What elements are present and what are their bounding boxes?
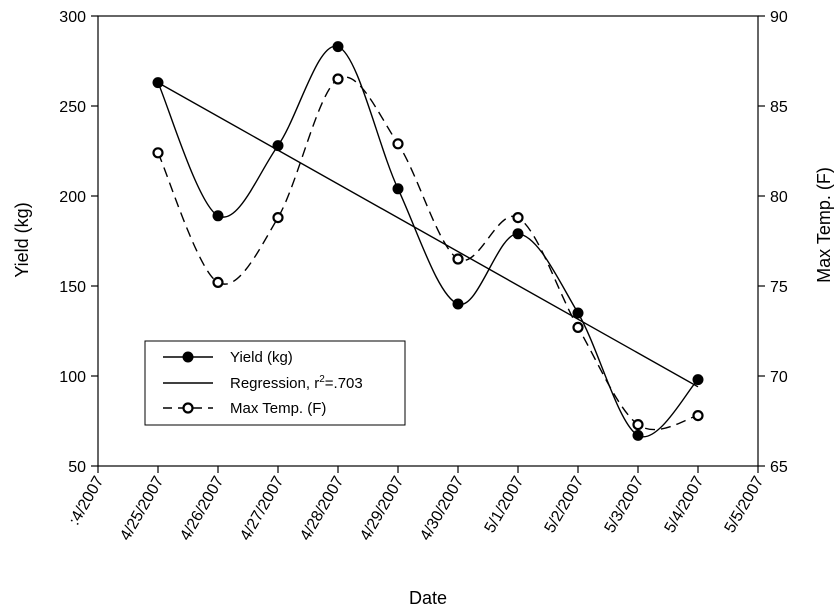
yield-point — [212, 210, 224, 222]
y-left-tick-label: 300 — [59, 9, 86, 26]
x-axis-title: Date — [409, 588, 447, 608]
x-tick-label: 5/1/2007 — [482, 473, 528, 536]
yield-series-line — [157, 45, 699, 438]
legend-regression-label-tail: =.703 — [325, 375, 363, 392]
x-tick-label: 5/2/2007 — [542, 473, 588, 536]
y-right-tick-label: 70 — [770, 369, 788, 386]
left-axis-ticks: 50 100 150 200 250 300 — [59, 9, 98, 476]
y-right-tick-label: 75 — [770, 279, 788, 296]
legend-yield-label: Yield (kg) — [230, 349, 293, 366]
yield-point — [452, 298, 464, 310]
y-left-axis-title: Yield (kg) — [12, 202, 32, 277]
y-left-tick-label: 100 — [59, 369, 86, 386]
temp-point — [152, 147, 164, 159]
x-tick-label: :4/2007 — [66, 473, 107, 528]
temp-point — [632, 419, 644, 431]
y-left-tick-label: 150 — [59, 279, 86, 296]
temp-point — [272, 212, 284, 224]
legend-regression-label-main: Regression, r — [230, 375, 319, 392]
y-left-tick-label: 50 — [68, 459, 86, 476]
x-tick-label: 4/25/2007 — [117, 473, 167, 543]
yield-point — [512, 228, 524, 240]
x-tick-label: 4/28/2007 — [297, 473, 347, 543]
temp-series-line — [157, 76, 699, 431]
x-tick-label: 4/30/2007 — [417, 473, 467, 543]
legend-yield-marker — [182, 351, 194, 363]
legend-temp-label: Max Temp. (F) — [230, 400, 326, 417]
regression-line — [157, 81, 699, 388]
yield-point — [692, 374, 704, 386]
plot-frame — [97, 15, 759, 467]
x-axis-ticks: :4/2007 4/25/2007 4/26/2007 4/27/2007 4/28/2… — [66, 466, 768, 544]
legend: Yield (kg) Regression, r2=.703 Max Temp.… — [144, 340, 406, 426]
yield-point — [152, 77, 164, 89]
temp-point — [512, 212, 524, 224]
y-left-tick-label: 250 — [59, 99, 86, 116]
legend-regression-label: Regression, r2=.703 — [230, 374, 363, 392]
y-right-tick-label: 65 — [770, 459, 788, 476]
temp-point — [212, 276, 224, 288]
y-left-tick-label: 200 — [59, 189, 86, 206]
right-axis-ticks: 65 70 75 80 85 90 — [758, 9, 788, 476]
y-right-tick-label: 90 — [770, 9, 788, 26]
x-tick-label: 5/3/2007 — [602, 473, 648, 536]
temp-point — [572, 321, 584, 333]
yield-point — [332, 41, 344, 53]
legend-temp-marker — [182, 402, 194, 414]
y-right-tick-label: 85 — [770, 99, 788, 116]
temp-point — [692, 410, 704, 422]
temp-point — [392, 138, 404, 150]
x-tick-label: 4/26/2007 — [177, 473, 227, 543]
y-right-tick-label: 80 — [770, 189, 788, 206]
yield-point — [392, 183, 404, 195]
y-right-axis-title: Max Temp. (F) — [814, 167, 834, 283]
x-tick-label: 4/27/2007 — [237, 473, 287, 543]
x-tick-label: 5/4/2007 — [662, 473, 708, 536]
legend-regression-superscript: 2 — [319, 374, 325, 385]
yield-point — [632, 429, 644, 441]
temp-point — [332, 73, 344, 85]
temp-point — [452, 253, 464, 265]
x-tick-label: 4/29/2007 — [357, 473, 407, 543]
yield-point — [272, 140, 284, 152]
plot-border — [97, 15, 759, 467]
series-layer — [152, 41, 704, 441]
x-tick-label: 5/5/2007 — [722, 473, 768, 536]
yield-point — [572, 307, 584, 319]
